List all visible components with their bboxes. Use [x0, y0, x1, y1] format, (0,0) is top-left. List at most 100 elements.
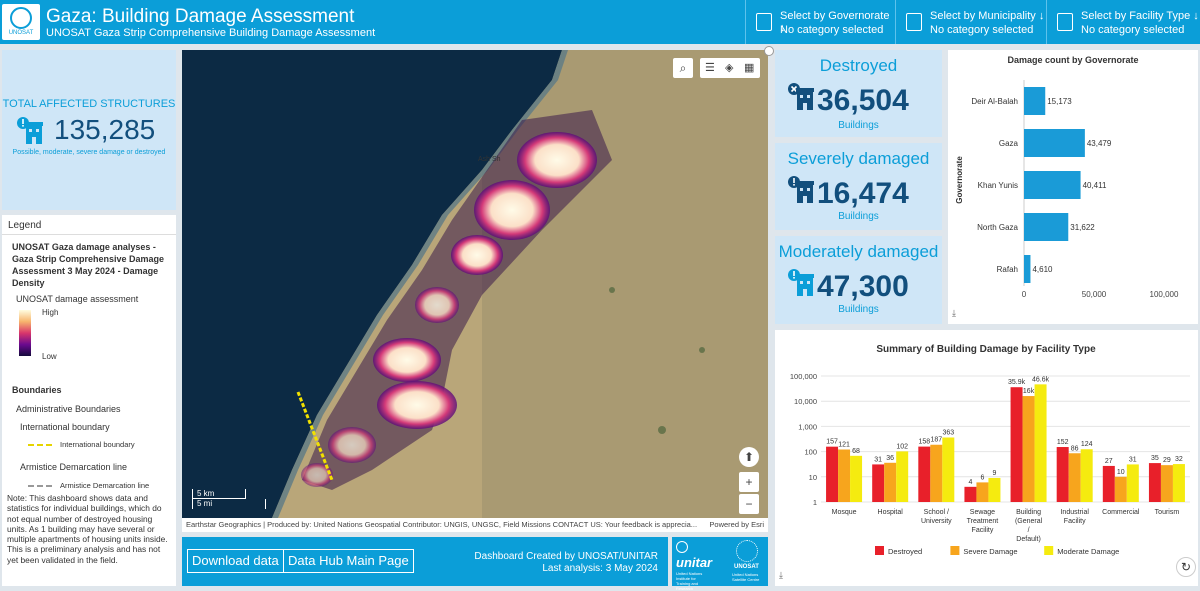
chart-title: Summary of Building Damage by Facility T…: [876, 344, 1096, 355]
selector-value: No category selected: [1081, 24, 1185, 36]
expand-icon[interactable]: [764, 46, 774, 56]
governorate-chart-panel: Damage count by Governorate Governorate 0 5…: [948, 50, 1198, 324]
building-destroyed-icon: [788, 83, 814, 110]
map-place-label: Ash Sh: [478, 156, 501, 163]
total-value: 135,285: [54, 114, 156, 145]
dashboard-note: Note: This dashboard shows data and stat…: [7, 493, 168, 565]
bar: [988, 477, 1001, 502]
card-value: 16,474: [817, 177, 909, 210]
y-tick-label: 10: [809, 473, 817, 482]
municipality-selector[interactable]: Select by Municipality ↓ No category sel…: [895, 0, 1045, 44]
bar: [850, 455, 863, 502]
bar: [1024, 129, 1085, 157]
globe-icon: [10, 7, 32, 29]
un-emblem-icon: [676, 541, 688, 553]
bar: [1024, 255, 1031, 283]
boundaries-title: Boundaries: [12, 385, 62, 395]
bar-value-label: 86: [1071, 445, 1079, 452]
selector-label: Select by Municipality ↓: [930, 10, 1045, 22]
category-label: Sewage: [970, 509, 995, 516]
bar-value-label: 15,173: [1047, 97, 1072, 106]
bar-value-label: 10: [1117, 469, 1125, 476]
powered-by-esri[interactable]: Powered by Esri: [705, 520, 764, 529]
map-attribution: Earthstar Geographics | Produced by: Uni…: [182, 518, 768, 532]
bar: [896, 451, 909, 502]
bar-value-label: 43,479: [1087, 139, 1112, 148]
bar: [1172, 464, 1185, 502]
compass-icon[interactable]: ⬆: [739, 447, 759, 467]
bar-value-label: 68: [852, 448, 860, 455]
legend-swatch: [875, 546, 884, 555]
refresh-icon[interactable]: ↻: [1176, 557, 1196, 577]
bar: [1010, 387, 1023, 502]
bar-value-label: 16k: [1023, 388, 1035, 395]
category-label: Default): [1016, 536, 1041, 543]
chart-title: Damage count by Governorate: [1007, 55, 1138, 65]
scale-km: 5 km: [192, 489, 246, 499]
y-tick-label: 1,000: [798, 422, 817, 431]
dashboard-credit: Dashboard Created by UNOSAT/UNITAR Last …: [474, 551, 658, 575]
layers-icon[interactable]: ◈: [725, 62, 734, 74]
map-filter-icon: [756, 13, 772, 31]
selector-label: Select by Facility Type ↓: [1081, 10, 1199, 22]
category-label: Tourism: [1155, 509, 1180, 516]
bar-value-label: 187: [930, 437, 942, 444]
admin-boundaries-label: Administrative Boundaries: [16, 404, 121, 414]
x-tick-label: 0: [1022, 290, 1027, 299]
zoom-out-button[interactable]: −: [739, 494, 759, 514]
x-tick-label: 50,000: [1082, 290, 1107, 299]
total-label: TOTAL AFFECTED STRUCTURES: [2, 98, 176, 110]
y-tick-label: 100,000: [790, 372, 817, 381]
y-tick-label: 100: [804, 448, 817, 457]
card-unit: Buildings: [838, 304, 879, 315]
card-unit: Buildings: [838, 211, 879, 222]
damage-density-map[interactable]: Ash Sh ⌕ ☰ ◈ ▦ ⬆ + − 5 km 5 mi: [182, 50, 768, 518]
download-data-button[interactable]: Download data: [187, 549, 284, 573]
legend-layer-title: UNOSAT Gaza damage analyses - Gaza Strip…: [12, 242, 165, 288]
building-alert-icon: [17, 117, 43, 144]
credit-line: Dashboard Created by UNOSAT/UNITAR: [474, 551, 658, 562]
bar-value-label: 35.9k: [1008, 379, 1026, 386]
bottom-bar: Download data Data Hub Main Page Dashboa…: [182, 537, 668, 586]
download-icon[interactable]: ⤓: [952, 308, 956, 318]
ramp-title: UNOSAT damage assessment: [16, 294, 139, 304]
zoom-in-button[interactable]: +: [739, 472, 759, 492]
destroyed-card: Destroyed 36,504 Buildings: [775, 50, 942, 137]
app-header: UNOSAT Gaza: Building Damage Assessment …: [0, 0, 1200, 44]
attribution-text: Earthstar Geographics | Produced by: Uni…: [186, 520, 698, 529]
map-canvas: [182, 50, 768, 518]
legend-list-icon[interactable]: ☰: [705, 62, 715, 74]
building-warning-icon: [788, 269, 814, 296]
x-tick-label: 100,000: [1150, 290, 1179, 299]
bar-value-label: 32: [1175, 456, 1183, 463]
bar-value-label: 152: [1057, 439, 1069, 446]
bar: [964, 486, 977, 502]
search-icon[interactable]: ⌕: [673, 58, 693, 78]
governorate-bar-chart: Damage count by Governorate Governorate 0 5…: [955, 55, 1179, 299]
category-label: Treatment: [967, 518, 999, 525]
bar: [930, 444, 943, 502]
unosat-globe-icon: [736, 540, 758, 562]
selector-value: No category selected: [930, 24, 1034, 36]
category-label: /: [1028, 527, 1030, 534]
bar: [1022, 396, 1035, 502]
legend-entry: Destroyed: [888, 547, 922, 556]
unitar-logo: unitar: [676, 555, 713, 570]
facility-type-selector[interactable]: Select by Facility Type ↓ No category se…: [1046, 0, 1200, 44]
category-label: Industrial: [1060, 509, 1089, 516]
bar-value-label: 157: [826, 439, 838, 446]
legend-swatch: [950, 546, 960, 555]
bar-value-label: 27: [1105, 458, 1113, 465]
download-icon[interactable]: ⤓: [779, 570, 783, 580]
map-filter-icon: [906, 13, 922, 31]
facility-chart-panel: Summary of Building Damage by Facility T…: [775, 330, 1198, 586]
density-ramp: [19, 310, 31, 356]
bar-value-label: 102: [896, 443, 908, 450]
bar-value-label: 158: [918, 439, 930, 446]
bar-value-label: 36: [886, 455, 894, 462]
data-hub-button[interactable]: Data Hub Main Page: [283, 549, 414, 573]
category-label: Mosque: [832, 509, 857, 516]
bar: [1102, 465, 1115, 502]
governorate-selector[interactable]: Select by Governorate ↓ No category sele…: [745, 0, 895, 44]
qr-code-icon[interactable]: ▦: [744, 62, 755, 74]
